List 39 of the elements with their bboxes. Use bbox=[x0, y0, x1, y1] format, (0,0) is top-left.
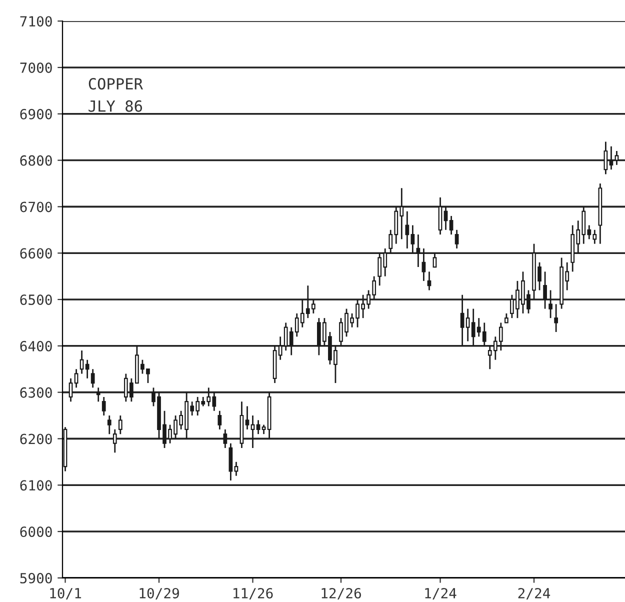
candlestick bbox=[454, 229, 459, 250]
y-tick-label: 6400 bbox=[20, 340, 52, 352]
candlestick bbox=[85, 359, 90, 380]
y-tick-label: 6200 bbox=[20, 434, 52, 444]
candlestick bbox=[245, 406, 250, 430]
x-tick-label: 11/26 bbox=[234, 588, 273, 600]
text: COPPER bbox=[88, 78, 143, 90]
candlestick bbox=[102, 396, 106, 416]
y-tick-label: 6500 bbox=[20, 294, 52, 306]
candlestick bbox=[504, 312, 508, 324]
candlestick bbox=[234, 461, 238, 477]
x-tick-label: 2/24 bbox=[518, 588, 550, 600]
y-tick-label: 5900 bbox=[20, 572, 52, 584]
y-tick-label: 6600 bbox=[20, 248, 52, 259]
y-tick-label: 6000 bbox=[20, 526, 52, 538]
candlestick bbox=[262, 424, 266, 435]
candlestick bbox=[449, 215, 454, 236]
candlestick bbox=[118, 414, 122, 435]
candlestick bbox=[80, 350, 84, 374]
y-tick-label: 6100 bbox=[20, 480, 52, 491]
text: JLY 86 bbox=[88, 100, 142, 112]
y-tick-label: 6300 bbox=[20, 387, 52, 398]
y-tick-label: 7100 bbox=[20, 16, 52, 27]
candlestick bbox=[74, 368, 78, 388]
y-tick-label: 7000 bbox=[20, 62, 52, 73]
candlestick bbox=[228, 442, 233, 482]
candlestick bbox=[90, 368, 95, 388]
candlestick bbox=[427, 270, 432, 291]
candlestick bbox=[554, 303, 558, 333]
x-tick-label: 12/26 bbox=[322, 588, 361, 600]
candlestick bbox=[218, 410, 222, 430]
x-tick-label: 10/1 bbox=[50, 588, 82, 600]
candlestick bbox=[107, 414, 112, 435]
x-tick-label: 10/29 bbox=[140, 588, 179, 600]
y-tick-label: 6800 bbox=[20, 155, 52, 166]
candlestick bbox=[256, 419, 260, 435]
y-tick-label: 6900 bbox=[20, 108, 52, 120]
x-tick-label: 1/24 bbox=[425, 588, 456, 600]
y-tick-label: 6700 bbox=[20, 202, 52, 212]
